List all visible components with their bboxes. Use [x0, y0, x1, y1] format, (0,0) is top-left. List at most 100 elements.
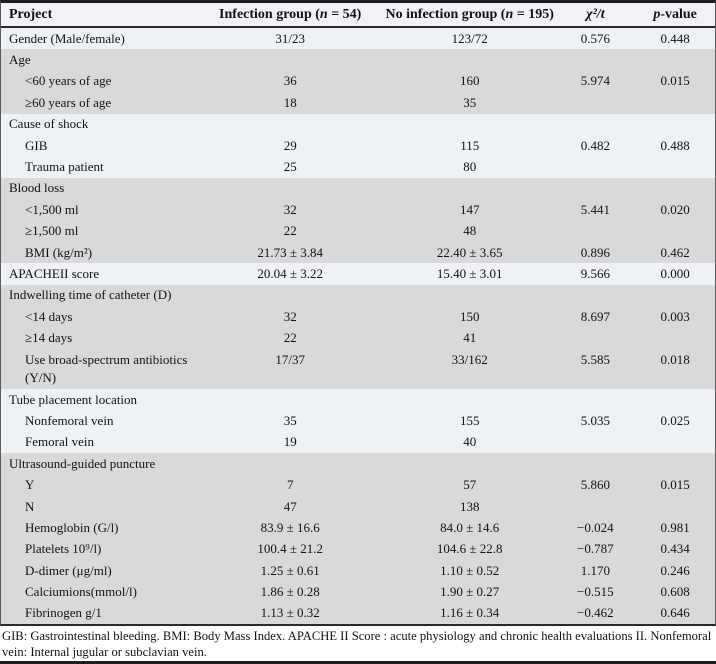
table-row: ≥60 years of age 18 35 — [1, 92, 715, 114]
no-infection-group-value: 35 — [463, 94, 477, 110]
no-infection-group-value: 138 — [459, 498, 480, 514]
p-value: 0.246 — [660, 562, 690, 578]
p-value: 0.981 — [660, 519, 690, 535]
chi-t-value: 0.576 — [580, 30, 610, 46]
column-header-infection-group: Infection group (n = 54) — [196, 7, 383, 23]
infection-group-value: 31/23 — [275, 30, 306, 46]
row-label: BMI (kg/m²) — [25, 244, 93, 260]
infection-group-value: 22 — [283, 330, 297, 346]
table-row: Blood loss — [1, 177, 715, 200]
row-label: Femoral vein — [25, 434, 94, 450]
chi-t-value: 5.585 — [580, 351, 610, 367]
row-label: N — [25, 498, 35, 514]
bottom-rule — [0, 661, 716, 664]
row-label: Gender (Male/female) — [9, 30, 125, 46]
p-value: 0.003 — [660, 308, 690, 324]
no-infection-header-count: = 195) — [513, 6, 554, 22]
table-row: Platelets 10⁹/l) 100.4 ± 21.2 104.6 ± 22… — [1, 538, 715, 560]
infection-group-value: 83.9 ± 16.6 — [260, 519, 320, 535]
table-row: Indwelling time of catheter (D) — [1, 284, 715, 307]
chi-t-value: 5.035 — [580, 412, 610, 428]
column-header-project: Project — [1, 7, 196, 23]
no-infection-group-value: 80 — [463, 159, 477, 175]
no-infection-group-value: 40 — [463, 434, 477, 450]
infection-group-value: 17/37 — [275, 351, 306, 367]
infection-group-value: 29 — [283, 137, 297, 153]
no-infection-group-value: 150 — [459, 308, 480, 324]
chi-t-value: −0.462 — [577, 605, 614, 621]
no-infection-group-value: 1.90 ± 0.27 — [440, 584, 500, 600]
row-label: Ultrasound-guided puncture — [9, 455, 156, 471]
chi-t-value: 5.974 — [580, 73, 610, 89]
infection-group-value: 19 — [283, 434, 297, 450]
column-header-no-infection-group: No infection group (n = 195) — [384, 7, 556, 23]
row-label: <60 years of age — [25, 73, 112, 89]
chi-t-value: −0.515 — [577, 584, 614, 600]
table-row: GIB 29 115 0.482 0.488 — [1, 134, 715, 157]
p-value: 0.434 — [660, 541, 690, 557]
p-value: 0.646 — [660, 605, 690, 621]
row-label: Y — [25, 477, 35, 493]
chi-t-value: 0.896 — [580, 244, 610, 260]
column-header-chi-t: χ²/t — [555, 7, 635, 23]
table-row: Nonfemoral vein 35 155 5.035 0.025 — [1, 410, 715, 432]
table-row: ≥14 days 22 41 — [1, 327, 715, 349]
infection-group-value: 7 — [286, 477, 294, 493]
row-label: Fibrinogen g/1 — [25, 605, 102, 621]
row-label: Tube placement location — [9, 391, 138, 407]
table-row: Femoral vein 19 40 — [1, 431, 715, 454]
no-infection-header-text: No infection group ( — [385, 6, 506, 22]
infection-group-value: 25 — [283, 159, 297, 175]
row-label: <14 days — [25, 308, 73, 324]
table-row: <14 days 32 150 8.697 0.003 — [1, 306, 715, 328]
infection-group-value: 1.25 ± 0.61 — [260, 562, 320, 578]
infection-group-value: 100.4 ± 21.2 — [257, 541, 324, 557]
table-header-row: Project Infection group (n = 54) No infe… — [1, 3, 715, 28]
no-infection-group-value: 41 — [463, 330, 477, 346]
no-infection-group-value: 48 — [463, 223, 477, 239]
table-row: D-dimer (μg/ml) 1.25 ± 0.61 1.10 ± 0.52 … — [1, 559, 715, 582]
table-row: Gender (Male/female) 31/23 123/72 0.576 … — [1, 28, 715, 50]
row-label: ≥60 years of age — [25, 94, 112, 110]
row-label: <1,500 ml — [25, 201, 79, 217]
p-value: 0.608 — [660, 584, 690, 600]
statistics-table: Project Infection group (n = 54) No infe… — [0, 0, 716, 627]
chi-t-value: 8.697 — [580, 308, 610, 324]
row-label: Hemoglobin (G/l) — [25, 519, 119, 535]
infection-group-value: 18 — [283, 94, 297, 110]
no-infection-group-value: 160 — [459, 73, 480, 89]
table-row: Trauma patient 25 80 — [1, 156, 715, 178]
row-label: D-dimer (μg/ml) — [25, 562, 112, 578]
p-value: 0.015 — [660, 477, 690, 493]
infection-group-value: 1.86 ± 0.28 — [260, 584, 320, 600]
no-infection-group-value: 22.40 ± 3.65 — [436, 244, 503, 260]
chi-t-value: −0.787 — [577, 541, 614, 557]
no-infection-group-value: 155 — [459, 412, 480, 428]
table-row: BMI (kg/m²) 21.73 ± 3.84 22.40 ± 3.65 0.… — [1, 241, 715, 264]
table-row: Ultrasound-guided puncture — [1, 453, 715, 475]
infection-group-value: 21.73 ± 3.84 — [257, 244, 324, 260]
table-body: Gender (Male/female) 31/23 123/72 0.576 … — [1, 28, 715, 625]
infection-group-value: 32 — [283, 308, 297, 324]
row-label: Nonfemoral vein — [25, 412, 114, 428]
table-row: APACHEII score 20.04 ± 3.22 15.40 ± 3.01… — [1, 263, 715, 285]
table-row: Calciumions(mmol/l) 1.86 ± 0.28 1.90 ± 0… — [1, 581, 715, 603]
infection-group-value: 47 — [283, 498, 297, 514]
table-row: <60 years of age 36 160 5.974 0.015 — [1, 70, 715, 93]
p-value: 0.448 — [660, 30, 690, 46]
no-infection-group-value: 1.10 ± 0.52 — [440, 562, 500, 578]
p-value-header-p: p — [653, 6, 661, 22]
infection-header-n: n — [319, 6, 328, 22]
table-row: Use broad-spectrum antibiotics (Y/N) 17/… — [1, 348, 715, 389]
row-label: Cause of shock — [9, 116, 89, 132]
row-label: ≥1,500 ml — [25, 223, 79, 239]
table-row: ≥1,500 ml 22 48 — [1, 220, 715, 242]
row-label: Use broad-spectrum antibiotics (Y/N) — [25, 351, 188, 385]
no-infection-group-value: 1.16 ± 0.34 — [440, 605, 500, 621]
no-infection-group-value: 15.40 ± 3.01 — [436, 265, 503, 281]
table-footnote: GIB: Gastrointestinal bleeding. BMI: Bod… — [2, 629, 712, 660]
column-header-project-label: Project — [9, 6, 53, 22]
table-row: Y 7 57 5.860 0.015 — [1, 474, 715, 496]
p-value: 0.488 — [660, 137, 690, 153]
no-infection-group-value: 147 — [459, 201, 480, 217]
